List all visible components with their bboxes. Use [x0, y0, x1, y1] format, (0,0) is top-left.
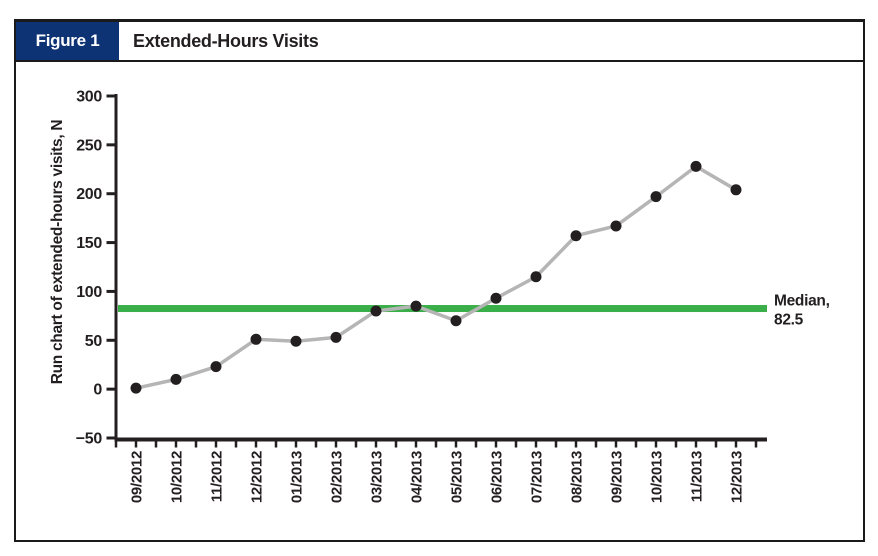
run-chart: 300 250 200 150 100 50 0 −50 09/2012 10/2012 11/20…: [49, 89, 830, 504]
y-tick: [106, 338, 115, 342]
x-tick: [134, 441, 138, 448]
figure-label: Figure 1: [35, 31, 100, 50]
data-point: [530, 271, 542, 283]
y-axis-title: Run chart of extended-hours visits, N: [49, 120, 66, 385]
data-point: [650, 191, 662, 203]
x-tick-label: 08/2013: [569, 451, 586, 503]
data-point: [130, 382, 142, 394]
y-tick-label: 0: [93, 382, 102, 399]
x-tick: [534, 441, 538, 448]
x-tick-label: 04/2013: [409, 451, 426, 503]
x-tick: [114, 441, 118, 448]
y-tick: [106, 143, 115, 147]
chart-area: 300 250 200 150 100 50 0 −50 09/2012 10/2012 11/20…: [16, 62, 859, 538]
data-point: [210, 361, 222, 373]
data-point: [290, 335, 302, 347]
x-tick-label: 05/2013: [449, 451, 466, 503]
x-tick: [494, 441, 498, 448]
x-tick: [274, 441, 278, 448]
y-axis-line: [114, 94, 118, 441]
data-point: [490, 292, 502, 304]
y-tick: [106, 192, 115, 196]
median-label: Median,: [774, 293, 830, 310]
x-tick: [574, 441, 578, 448]
figure-title: Extended-Hours Visits: [133, 30, 319, 51]
x-tick: [294, 441, 298, 448]
data-point: [170, 373, 182, 385]
x-tick: [694, 441, 698, 448]
x-tick-label: 10/2013: [649, 451, 666, 503]
x-tick: [414, 441, 418, 448]
y-tick-label: 250: [76, 137, 102, 154]
y-tick-label: −50: [76, 431, 103, 448]
x-tick: [514, 441, 518, 448]
x-tick: [194, 441, 198, 448]
x-tick: [614, 441, 618, 448]
x-tick: [374, 441, 378, 448]
figure-panel: Figure 1 Extended-Hours Visits 300 250 200…: [14, 19, 865, 542]
median-line: [118, 305, 767, 313]
data-point: [330, 331, 342, 343]
x-tick-label: 02/2013: [329, 451, 346, 503]
x-tick-label: 12/2013: [729, 451, 746, 503]
y-tick-label: 300: [76, 89, 102, 106]
y-tick: [106, 94, 115, 98]
y-tick-label: 100: [76, 284, 102, 301]
data-point: [610, 220, 622, 232]
x-tick: [434, 441, 438, 448]
x-tick-label: 01/2013: [289, 451, 306, 503]
x-tick-label: 11/2013: [689, 451, 706, 502]
x-tick: [454, 441, 458, 448]
y-tick-label: 200: [76, 186, 102, 203]
x-tick: [714, 441, 718, 448]
x-tick: [674, 441, 678, 448]
x-tick-label: 10/2012: [169, 451, 186, 503]
y-tick: [106, 289, 115, 293]
x-tick-label: 07/2013: [529, 451, 546, 503]
data-point: [370, 305, 382, 317]
figure-label-box: Figure 1: [16, 22, 119, 60]
series-line: [134, 164, 738, 390]
x-tick-label: 03/2013: [369, 451, 386, 503]
y-tick-label: 50: [85, 333, 103, 350]
data-point: [250, 333, 262, 345]
data-point: [450, 315, 462, 327]
x-tick: [234, 441, 238, 448]
x-tick: [594, 441, 598, 448]
data-point: [690, 160, 702, 172]
y-tick: [106, 436, 115, 440]
x-axis-line: [114, 437, 767, 442]
x-tick-label: 09/2012: [129, 451, 146, 503]
x-tick: [754, 441, 758, 448]
x-tick: [354, 441, 358, 448]
median-label: 82.5: [774, 312, 804, 329]
x-tick: [394, 441, 398, 448]
data-point: [410, 300, 422, 312]
x-tick-label: 09/2013: [609, 451, 626, 503]
x-tick: [214, 441, 218, 448]
x-tick: [334, 441, 338, 448]
x-tick: [734, 441, 738, 448]
y-tick-label: 150: [76, 235, 102, 252]
x-tick: [654, 441, 658, 448]
x-tick: [154, 441, 158, 448]
data-point: [570, 230, 582, 242]
y-tick: [106, 387, 115, 391]
x-tick-label: 11/2012: [209, 451, 226, 502]
data-point: [730, 184, 742, 196]
x-tick: [174, 441, 178, 448]
x-tick-label: 06/2013: [489, 451, 506, 503]
x-tick: [634, 441, 638, 448]
x-tick: [474, 441, 478, 448]
x-tick: [314, 441, 318, 448]
figure-header: Figure 1 Extended-Hours Visits: [16, 22, 863, 62]
x-tick: [554, 441, 558, 448]
x-tick-label: 12/2012: [249, 451, 266, 503]
x-tick: [254, 441, 258, 448]
y-tick: [106, 241, 115, 245]
